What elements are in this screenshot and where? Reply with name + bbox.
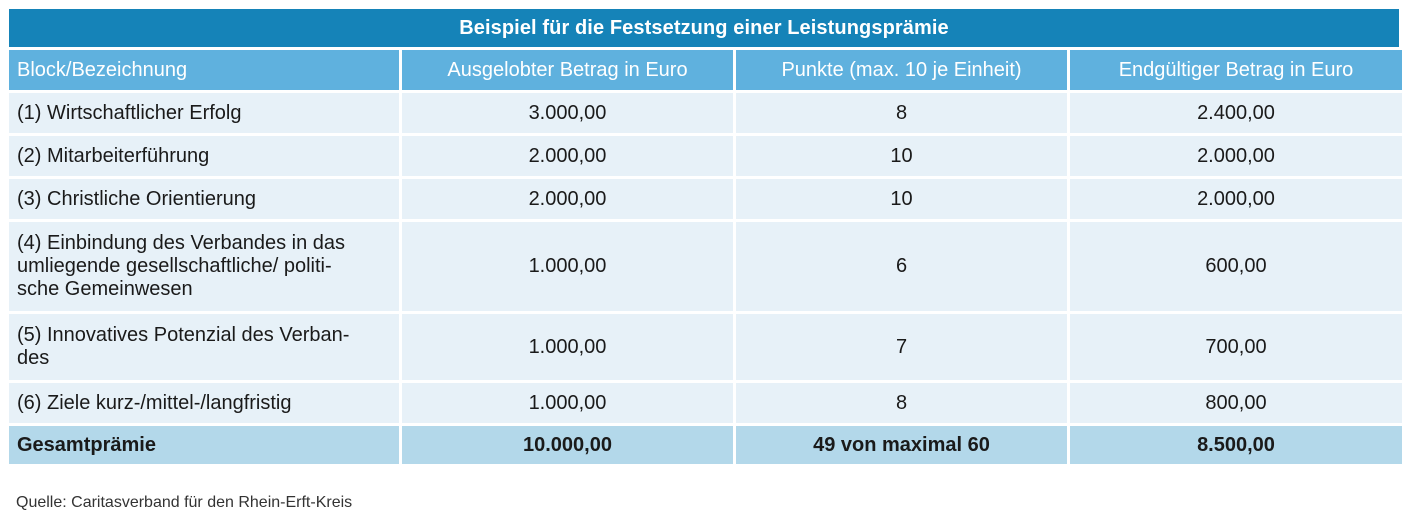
total-endbetrag: 8.500,00: [1070, 426, 1402, 464]
header-punkte: Punkte (max. 10 je Einheit): [736, 50, 1067, 90]
row-4-block-line-2: umliegende gesellschaftliche/ politi-: [17, 255, 332, 277]
row-4-block-line-3: sche Gemeinwesen: [17, 278, 193, 300]
row-1-punkte: 8: [736, 93, 1067, 133]
row-2-betrag: 2.000,00: [402, 136, 733, 176]
row-3-block: (3) Christliche Orientierung: [9, 179, 399, 219]
row-1-betrag: 3.000,00: [402, 93, 733, 133]
row-2-endbetrag: 2.000,00: [1070, 136, 1402, 176]
premium-table: Beispiel für die Festsetzung einer Leist…: [9, 9, 1402, 464]
row-6-endbetrag: 800,00: [1070, 383, 1402, 423]
row-5-block-line-2: des: [17, 347, 50, 369]
row-1-block: (1) Wirtschaftlicher Erfolg: [9, 93, 399, 133]
row-6-punkte: 8: [736, 383, 1067, 423]
row-6-betrag: 1.000,00: [402, 383, 733, 423]
source-note: Quelle: Caritasverband für den Rhein-Erf…: [16, 494, 353, 511]
row-3-betrag: 2.000,00: [402, 179, 733, 219]
table-grid: Block/Bezeichnung Ausgelobter Betrag in …: [9, 50, 1402, 464]
row-3-punkte: 10: [736, 179, 1067, 219]
row-4-block-line-1: (4) Einbindung des Verbandes in das: [17, 232, 346, 254]
header-endbetrag: Endgültiger Betrag in Euro: [1070, 50, 1402, 90]
header-betrag: Ausgelobter Betrag in Euro: [402, 50, 733, 90]
row-4-punkte: 6: [736, 222, 1067, 311]
row-5-block: (5) Innovatives Potenzial des Verban- de…: [9, 314, 399, 380]
total-label: Gesamtprämie: [9, 426, 399, 464]
table-title: Beispiel für die Festsetzung einer Leist…: [9, 9, 1399, 47]
row-3-endbetrag: 2.000,00: [1070, 179, 1402, 219]
total-punkte: 49 von maximal 60: [736, 426, 1067, 464]
header-block: Block/Bezeichnung: [9, 50, 399, 90]
total-betrag: 10.000,00: [402, 426, 733, 464]
row-5-betrag: 1.000,00: [402, 314, 733, 380]
row-4-betrag: 1.000,00: [402, 222, 733, 311]
row-4-block: (4) Einbindung des Verbandes in das umli…: [9, 222, 399, 311]
row-2-punkte: 10: [736, 136, 1067, 176]
row-2-block: (2) Mitarbeiterführung: [9, 136, 399, 176]
row-5-punkte: 7: [736, 314, 1067, 380]
row-4-endbetrag: 600,00: [1070, 222, 1402, 311]
row-5-block-line-1: (5) Innovatives Potenzial des Verban-: [17, 324, 350, 346]
row-6-block: (6) Ziele kurz-/mittel-/langfristig: [9, 383, 399, 423]
row-5-endbetrag: 700,00: [1070, 314, 1402, 380]
row-1-endbetrag: 2.400,00: [1070, 93, 1402, 133]
